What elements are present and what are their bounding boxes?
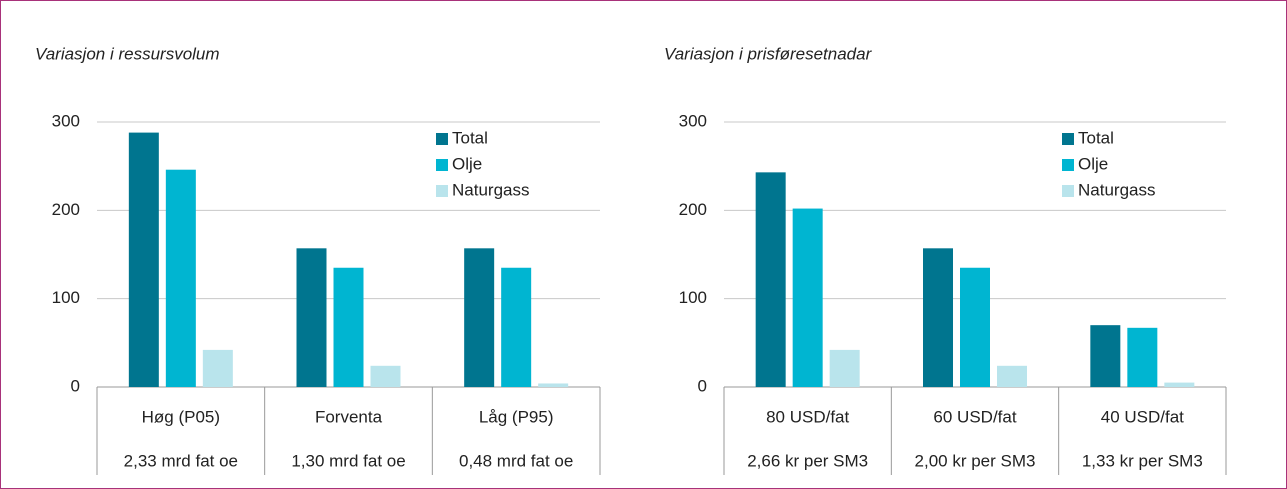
chart-title: Variasjon i prisføresetnadar [664, 44, 873, 63]
bar [128, 132, 159, 387]
legend-label: Total [1078, 128, 1114, 147]
bar [333, 267, 364, 387]
legend-swatch [1062, 159, 1074, 171]
y-tick-label: 100 [679, 288, 707, 307]
x-sublabel: 2,33 mrd fat oe [124, 451, 238, 470]
x-sublabel: 2,66 kr per SM3 [747, 451, 868, 470]
y-tick-label: 100 [52, 288, 80, 307]
x-sublabel: 1,33 kr per SM3 [1082, 451, 1203, 470]
legend-swatch [436, 133, 448, 145]
chart-title: Variasjon i ressursvolum [35, 44, 220, 63]
x-sublabel: 1,30 mrd fat oe [291, 451, 405, 470]
x-tick-label: 40 USD/fat [1101, 407, 1184, 426]
bar [464, 248, 495, 387]
y-tick-label: 200 [52, 200, 80, 219]
bar [829, 349, 860, 387]
y-tick-label: 200 [679, 200, 707, 219]
bar [370, 365, 401, 387]
bar [755, 172, 786, 387]
x-tick-label: Høg (P05) [142, 407, 220, 426]
bar [296, 248, 327, 387]
legend-label: Total [452, 128, 488, 147]
y-tick-label: 0 [71, 376, 80, 395]
bar [923, 248, 953, 387]
bar [792, 208, 823, 387]
bar [997, 365, 1027, 387]
legend-label: Olje [452, 154, 482, 173]
y-tick-label: 300 [52, 111, 80, 130]
x-tick-label: 80 USD/fat [766, 407, 849, 426]
x-tick-label: Forventa [315, 407, 383, 426]
legend-swatch [436, 159, 448, 171]
x-tick-label: 60 USD/fat [933, 407, 1016, 426]
bar [960, 267, 990, 387]
legend-swatch [1062, 185, 1074, 197]
bar [1164, 382, 1195, 387]
bar [202, 349, 233, 387]
x-sublabel: 2,00 kr per SM3 [915, 451, 1036, 470]
bar [1127, 327, 1158, 387]
x-tick-label: Låg (P95) [479, 407, 554, 426]
bar [1090, 325, 1121, 387]
legend-label: Olje [1078, 154, 1108, 173]
legend-label: Naturgass [1078, 180, 1155, 199]
legend-swatch [1062, 133, 1074, 145]
y-tick-label: 0 [698, 376, 707, 395]
bar [538, 383, 569, 387]
bar [165, 169, 196, 387]
bar [501, 267, 532, 387]
legend-label: Naturgass [452, 180, 529, 199]
legend-swatch [436, 185, 448, 197]
y-tick-label: 300 [679, 111, 707, 130]
x-sublabel: 0,48 mrd fat oe [459, 451, 573, 470]
